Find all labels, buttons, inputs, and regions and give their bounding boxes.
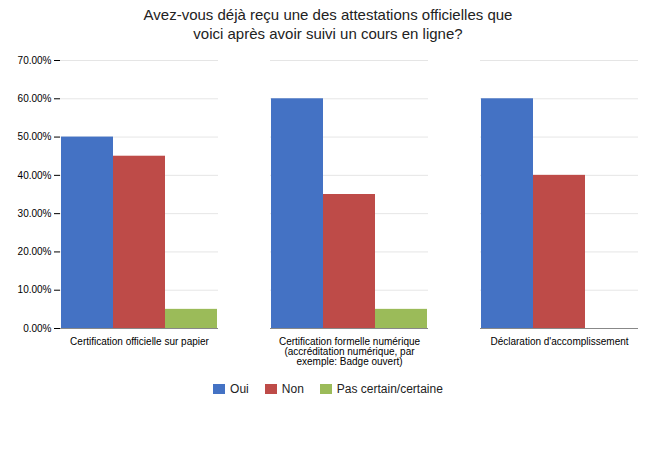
svg-text:Certification formelle numériq: Certification formelle numérique(accrédi… xyxy=(279,335,421,366)
svg-text:Certification officielle sur p: Certification officielle sur papier xyxy=(70,335,209,346)
svg-text:10.00%: 10.00% xyxy=(18,284,52,295)
svg-text:40.00%: 40.00% xyxy=(18,169,52,180)
svg-text:0.00%: 0.00% xyxy=(23,322,51,333)
svg-text:Déclaration d'accomplissement: Déclaration d'accomplissement xyxy=(490,335,628,346)
svg-text:50.00%: 50.00% xyxy=(18,131,52,142)
html-text:Avez-vous déjà reçu une des at: Avez-vous déjà reçu une des attestations… xyxy=(143,6,513,42)
svg-text:20.00%: 20.00% xyxy=(18,246,52,257)
html-text:Pas certain/certaine: Pas certain/certaine xyxy=(336,381,443,396)
html-text:Oui: Oui xyxy=(230,381,249,396)
svg-text:70.00%: 70.00% xyxy=(18,54,52,65)
svg-text:60.00%: 60.00% xyxy=(18,92,52,103)
html-text:Non: Non xyxy=(281,381,304,396)
svg-text:30.00%: 30.00% xyxy=(18,207,52,218)
